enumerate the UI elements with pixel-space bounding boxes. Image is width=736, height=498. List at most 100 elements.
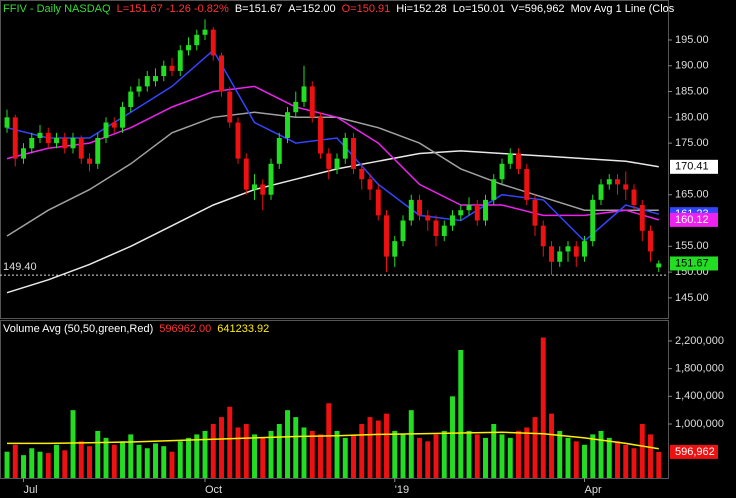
- candle-body: [219, 55, 224, 92]
- volume-bar: [359, 424, 365, 478]
- volume-bar: [425, 441, 431, 478]
- volume-bar: [639, 424, 645, 478]
- volume-bar: [95, 430, 101, 478]
- volume-bar: [408, 410, 414, 478]
- volume-bar: [70, 410, 76, 478]
- y-tick-label: 190.00: [675, 60, 709, 72]
- volume-bar: [590, 434, 596, 478]
- candle-body: [375, 189, 381, 216]
- candle-body: [169, 65, 175, 71]
- title-part: Lo=150.01: [453, 3, 505, 15]
- candle-body: [202, 29, 208, 35]
- candle-body: [483, 199, 488, 221]
- candle-body: [433, 220, 439, 236]
- candle-body: [227, 91, 233, 123]
- volume-bar: [309, 430, 315, 478]
- volume-bar: [252, 434, 257, 478]
- volume-bar: [318, 434, 323, 478]
- candle-body: [417, 199, 422, 216]
- candle-body: [235, 122, 241, 159]
- volume-bar: [161, 446, 167, 478]
- last-value-label-box: [670, 256, 718, 271]
- volume-bar: [103, 437, 109, 478]
- candle-body: [565, 246, 571, 252]
- candle-body: [359, 168, 365, 180]
- candle-body: [12, 117, 18, 159]
- candle-body: [210, 29, 216, 56]
- candle-body: [367, 179, 373, 190]
- volume-bar: [565, 437, 571, 478]
- volume-bar: [153, 443, 158, 478]
- candle-body: [474, 205, 480, 221]
- y-tick-label: 145.00: [675, 292, 709, 304]
- volume-bar: [433, 434, 439, 478]
- volume-bar: [54, 444, 59, 478]
- volume-bar: [235, 427, 241, 478]
- candle-body: [128, 91, 134, 108]
- candle-body: [95, 137, 101, 164]
- candle-body: [648, 230, 653, 252]
- volume-bar: [516, 430, 521, 478]
- volume-bar: [120, 441, 125, 478]
- volume-bar: [557, 430, 563, 478]
- volume-bar: [491, 424, 497, 478]
- y-tick-label: 1,400,000: [675, 390, 724, 402]
- candle-body: [37, 132, 43, 138]
- candle-body: [606, 179, 612, 185]
- volume-bar: [210, 424, 216, 478]
- volume-bar: [87, 446, 92, 478]
- candle-body: [384, 215, 389, 257]
- volume-bar: [648, 434, 653, 478]
- candle-body: [186, 45, 191, 51]
- candle-body: [4, 117, 10, 128]
- title-part: L=151.67 -1.26 -0.82%: [117, 3, 229, 15]
- candle-body: [103, 122, 109, 138]
- volume-bar: [194, 434, 200, 478]
- candle-body: [425, 215, 431, 221]
- volume-bar: [540, 337, 546, 478]
- volume-bar: [4, 451, 10, 478]
- candle-body: [639, 205, 645, 231]
- volume-bar: [78, 441, 84, 478]
- volume-panel: [0, 320, 669, 479]
- candle-body: [301, 86, 307, 102]
- candle-body: [144, 76, 150, 87]
- volume-bar: [532, 417, 538, 478]
- volume-bar: [285, 410, 290, 478]
- candle-body: [392, 241, 398, 257]
- volume-bar: [367, 417, 373, 478]
- candle-body: [623, 184, 629, 190]
- candle-body: [458, 210, 464, 216]
- candle-body: [615, 179, 620, 185]
- volume-bar: [260, 437, 266, 478]
- last-value-label: 160.12: [675, 214, 709, 226]
- volume-bar: [631, 448, 637, 478]
- candle-body: [318, 117, 323, 154]
- volume-bar: [524, 427, 530, 478]
- candle-body: [334, 158, 340, 169]
- y-tick-label: 195.00: [675, 34, 709, 46]
- volume-bar: [450, 396, 455, 478]
- volume-bar: [12, 444, 18, 478]
- volume-bar: [326, 403, 332, 478]
- y-tick-label: 155.00: [675, 240, 709, 252]
- y-tick-label: 180.00: [675, 111, 709, 123]
- volume-bar: [243, 424, 249, 478]
- reference-label: 149.40: [3, 261, 37, 273]
- y-tick-label: 165.00: [675, 189, 709, 201]
- volume-bar: [342, 437, 348, 478]
- title-part: Mov Avg 1 Line (Clos: [571, 3, 675, 15]
- candle-body: [111, 122, 117, 128]
- candle-body: [549, 246, 554, 262]
- candle-body: [45, 132, 51, 144]
- candle-body: [598, 184, 604, 200]
- last-value-label: 170.41: [675, 161, 709, 173]
- volume-bar: [606, 437, 612, 478]
- volume-bar: [392, 430, 398, 478]
- candle-body: [507, 153, 513, 164]
- volume-bar: [334, 430, 340, 478]
- candle-body: [400, 220, 406, 242]
- volume-bar: [483, 437, 488, 478]
